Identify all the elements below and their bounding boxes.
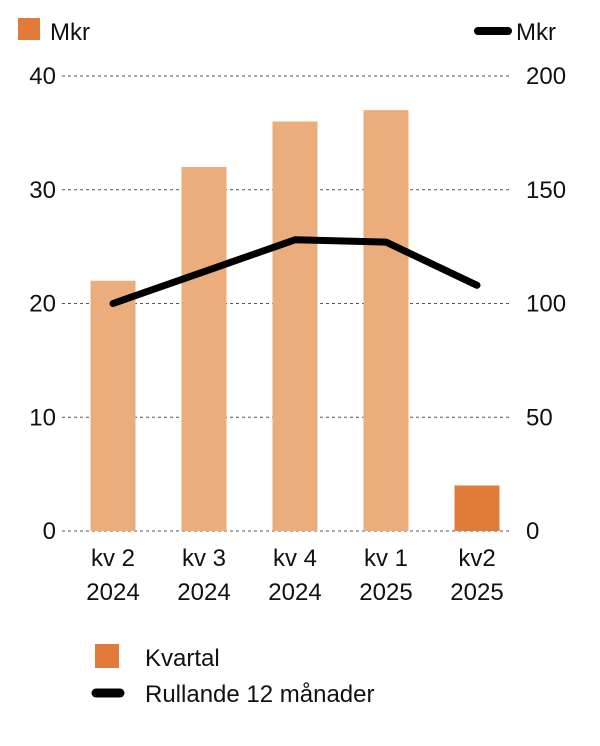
bar-3: [272, 121, 318, 531]
bar-2: [181, 167, 227, 531]
x-axis-ticks: kv 2 2024 kv 3 2024 kv 4 2024 kv 1 2025 kv2 2025: [86, 545, 503, 606]
x-tick-label: kv 2: [91, 545, 135, 572]
x-tick-label: kv2: [458, 545, 495, 572]
bar-4: [363, 110, 409, 531]
x-tick-label: kv 1: [364, 545, 408, 572]
line-layer: [109, 236, 481, 307]
left-tick-label: 30: [29, 177, 56, 204]
rolling-12-line: [109, 236, 481, 307]
right-tick-label: 0: [526, 518, 539, 545]
x-tick-year-label: 2024: [177, 579, 230, 606]
x-tick-year-label: 2025: [359, 579, 412, 606]
legend-kvartal-label: Kvartal: [145, 645, 220, 672]
legend-kvartal-swatch: [95, 644, 119, 668]
unit-legend-bar-swatch: [18, 18, 40, 40]
left-axis-ticks: 0 10 20 30 40: [29, 63, 56, 545]
x-tick-year-label: 2024: [86, 579, 139, 606]
bars-layer: [90, 110, 500, 531]
left-tick-label: 0: [43, 518, 56, 545]
x-tick-label: kv 4: [273, 545, 317, 572]
right-unit-label: Mkr: [516, 19, 556, 46]
left-tick-label: 20: [29, 291, 56, 318]
x-tick-year-label: 2024: [268, 579, 321, 606]
right-axis-ticks: 0 50 100 150 200: [526, 63, 566, 545]
legend-rullande-label: Rullande 12 månader: [145, 681, 375, 708]
right-tick-label: 200: [526, 63, 566, 90]
left-tick-label: 10: [29, 404, 56, 431]
left-tick-label: 40: [29, 63, 56, 90]
x-tick-label: kv 3: [182, 545, 226, 572]
bar-5: [454, 485, 500, 531]
x-tick-year-label: 2025: [450, 579, 503, 606]
bar-1: [90, 280, 136, 531]
left-unit-label: Mkr: [50, 19, 90, 46]
right-tick-label: 100: [526, 291, 566, 318]
right-tick-label: 150: [526, 177, 566, 204]
right-tick-label: 50: [526, 404, 553, 431]
